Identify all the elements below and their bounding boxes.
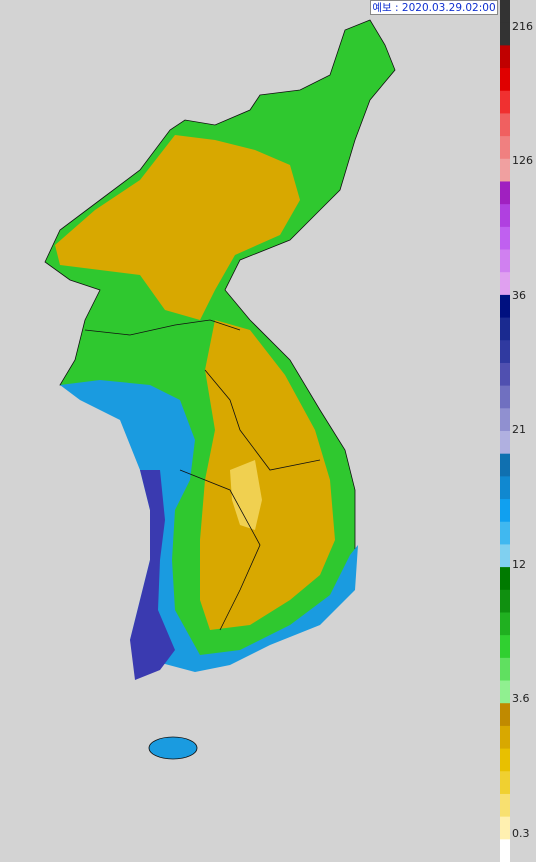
legend-label: 0.3 — [512, 827, 530, 840]
colorbar-step — [500, 385, 510, 409]
forecast-time: 예보 : 2020.03.29.02:00 — [370, 0, 498, 15]
colorbar-step — [500, 771, 510, 795]
south-yellow — [200, 320, 335, 630]
colorbar-step — [500, 544, 510, 568]
legend-label: 216 — [512, 20, 533, 33]
coast-navy — [130, 470, 175, 680]
colorbar-step — [500, 340, 510, 364]
colorbar-step — [500, 431, 510, 455]
colorbar-step — [500, 453, 510, 477]
colorbar-step — [500, 362, 510, 387]
legend-label: 3.6 — [512, 692, 530, 705]
colorbar-step — [500, 181, 510, 205]
colorbar-step — [500, 748, 510, 772]
legend-label: 21 — [512, 423, 526, 436]
colorbar-step — [500, 136, 510, 160]
colorbar-step — [500, 635, 510, 659]
legend-label: 12 — [512, 558, 526, 571]
colorbar-step — [500, 680, 510, 704]
colorbar-step — [500, 158, 510, 182]
colorbar-step — [500, 113, 510, 137]
colorbar-step — [500, 294, 510, 319]
province — [179, 469, 261, 631]
colorbar-step — [500, 476, 510, 500]
south-light — [230, 460, 262, 530]
colorbar-step — [500, 703, 510, 727]
colorbar-step — [500, 249, 510, 273]
colorbar-step — [500, 204, 510, 228]
colorbar-step — [500, 567, 510, 591]
colorbar-step — [500, 226, 510, 251]
colorbar-step — [500, 45, 510, 69]
colorbar-step — [500, 68, 510, 92]
colorbar-step — [500, 725, 510, 750]
colorbar-step — [500, 0, 510, 24]
colorbar — [500, 0, 510, 862]
province — [204, 369, 321, 471]
coast-blue — [60, 380, 358, 672]
border — [84, 319, 241, 336]
colorbar-step — [500, 816, 510, 840]
colorbar-step — [500, 408, 510, 432]
colorbar-step — [500, 90, 510, 114]
legend-label: 126 — [512, 154, 533, 167]
colorbar-step — [500, 839, 510, 862]
colorbar-step — [500, 499, 510, 523]
legend-label: 36 — [512, 289, 526, 302]
jeju — [148, 736, 198, 760]
colorbar-step — [500, 793, 510, 818]
colorbar-step — [500, 272, 510, 296]
colorbar-step — [500, 22, 510, 46]
colorbar-step — [500, 317, 510, 341]
north-yellow — [55, 135, 300, 320]
colorbar-labels: 216 126 36 21 12 3.6 0.3 — [512, 20, 533, 840]
land — [44, 19, 396, 760]
colorbar-step — [500, 521, 510, 545]
colorbar-step — [500, 589, 510, 613]
colorbar-step — [500, 612, 510, 636]
colorbar-step — [500, 657, 510, 682]
